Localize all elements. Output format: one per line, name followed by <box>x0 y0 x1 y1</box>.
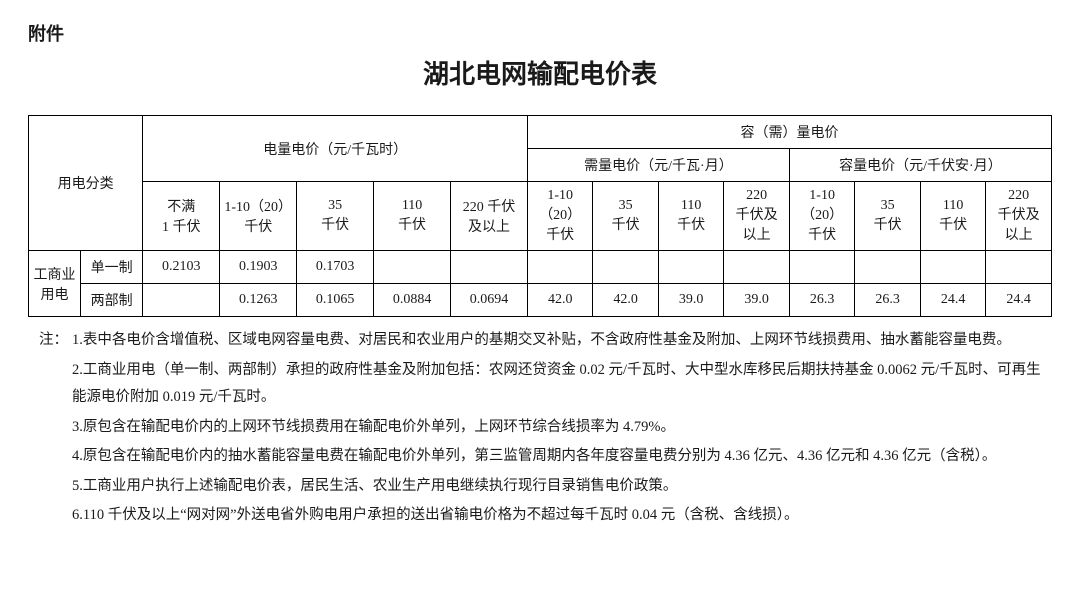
cell: 24.4 <box>920 284 985 317</box>
cat1: 工商业用电 <box>29 251 81 317</box>
cell: 24.4 <box>986 284 1052 317</box>
cell <box>658 251 723 284</box>
cell <box>855 251 920 284</box>
notes-label: 注： <box>28 327 72 532</box>
cell: 0.2103 <box>143 251 220 284</box>
cell <box>451 251 528 284</box>
cell <box>374 251 451 284</box>
th-capacity-price: 容（需）量电价 <box>527 116 1051 149</box>
cell: 42.0 <box>527 284 592 317</box>
th-energy-price: 电量电价（元/千瓦时） <box>143 116 528 182</box>
table-row: 两部制 0.1263 0.1065 0.0884 0.0694 42.0 42.… <box>29 284 1052 317</box>
th-eq-2: 35千伏 <box>297 182 374 251</box>
note-item: 5.工商业用户执行上述输配电价表，居民生活、农业生产用电继续执行现行目录销售电价… <box>72 473 1052 501</box>
th-demand-price: 需量电价（元/千瓦·月） <box>527 149 789 182</box>
cell <box>593 251 658 284</box>
cell: 26.3 <box>855 284 920 317</box>
th-dc-d3: 220千伏及以上 <box>724 182 789 251</box>
cell <box>789 251 854 284</box>
cell <box>724 251 789 284</box>
note-item: 1.表中各电价含增值税、区域电网容量电费、对居民和农业用户的基期交叉补贴，不含政… <box>72 327 1052 355</box>
cell <box>527 251 592 284</box>
cell: 39.0 <box>724 284 789 317</box>
th-category: 用电分类 <box>29 116 143 251</box>
attachment-label: 附件 <box>28 20 1052 46</box>
cell: 0.1903 <box>220 251 297 284</box>
th-dc-d0: 1-10（20）千伏 <box>527 182 592 251</box>
table-row: 工商业用电 单一制 0.2103 0.1903 0.1703 <box>29 251 1052 284</box>
cat2: 两部制 <box>80 284 142 317</box>
notes-body: 1.表中各电价含增值税、区域电网容量电费、对居民和农业用户的基期交叉补贴，不含政… <box>72 327 1052 532</box>
th-cap-price: 容量电价（元/千伏安·月） <box>789 149 1051 182</box>
th-dc-c0: 1-10（20）千伏 <box>789 182 854 251</box>
cell: 0.1263 <box>220 284 297 317</box>
note-item: 3.原包含在输配电价内的上网环节线损费用在输配电价外单列，上网环节综合线损率为 … <box>72 414 1052 442</box>
page-title: 湖北电网输配电价表 <box>28 54 1052 91</box>
cell <box>920 251 985 284</box>
cell <box>986 251 1052 284</box>
cell: 0.1703 <box>297 251 374 284</box>
th-eq-1: 1-10（20）千伏 <box>220 182 297 251</box>
th-eq-3: 110千伏 <box>374 182 451 251</box>
cell <box>143 284 220 317</box>
cell: 0.0694 <box>451 284 528 317</box>
note-item: 6.110 千伏及以上“网对网”外送电省外购电用户承担的送出省输电价格为不超过每… <box>72 502 1052 530</box>
cell: 42.0 <box>593 284 658 317</box>
cat2: 单一制 <box>80 251 142 284</box>
th-dc-c2: 110千伏 <box>920 182 985 251</box>
notes-section: 注： 1.表中各电价含增值税、区域电网容量电费、对居民和农业用户的基期交叉补贴，… <box>28 327 1052 532</box>
th-eq-0: 不满1 千伏 <box>143 182 220 251</box>
th-dc-d1: 35千伏 <box>593 182 658 251</box>
cell: 39.0 <box>658 284 723 317</box>
tariff-table: 用电分类 电量电价（元/千瓦时） 容（需）量电价 需量电价（元/千瓦·月） 容量… <box>28 115 1052 317</box>
cell: 0.0884 <box>374 284 451 317</box>
note-item: 2.工商业用电（单一制、两部制）承担的政府性基金及附加包括：农网还贷资金 0.0… <box>72 357 1052 412</box>
th-dc-c3: 220千伏及以上 <box>986 182 1052 251</box>
cell: 26.3 <box>789 284 854 317</box>
th-eq-4: 220 千伏及以上 <box>451 182 528 251</box>
cell: 0.1065 <box>297 284 374 317</box>
note-item: 4.原包含在输配电价内的抽水蓄能容量电费在输配电价外单列，第三监管周期内各年度容… <box>72 443 1052 471</box>
th-dc-d2: 110千伏 <box>658 182 723 251</box>
th-dc-c1: 35千伏 <box>855 182 920 251</box>
